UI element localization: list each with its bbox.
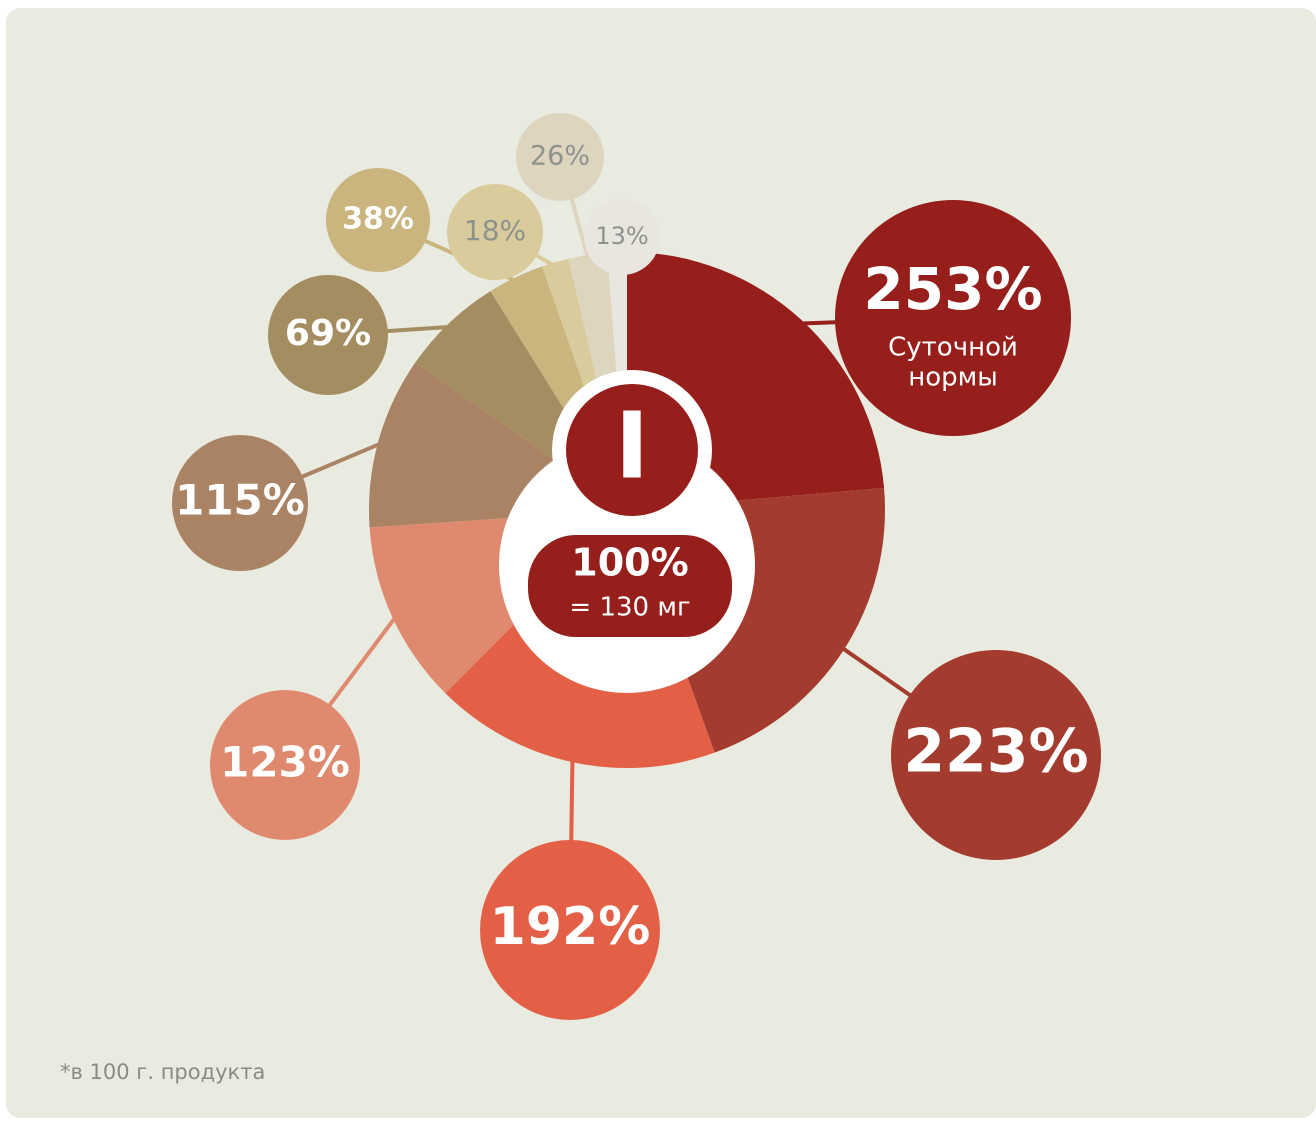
value-label: 26% [530,141,590,172]
reference-label: 100% [571,541,688,585]
value-label: 123% [220,738,350,787]
value-label: 38% [342,202,414,237]
bubble [835,200,1071,436]
value-label: 18% [464,214,526,247]
daily-norm-label: Суточной [888,333,1018,363]
reference-pill [528,535,732,637]
bubble [172,435,308,571]
value-label: 253% [863,255,1042,323]
bubble [268,275,388,395]
value-label: 192% [490,897,651,957]
reference-amount: = 130 мг [569,593,690,623]
daily-norm-label: нормы [908,363,998,393]
bubble [210,690,360,840]
value-label: 223% [903,717,1088,787]
footnote: *в 100 г. продукта [60,1060,265,1084]
bubble [584,199,660,275]
value-label: 69% [285,313,371,354]
element-symbol: I [615,392,649,499]
bubble [516,113,604,201]
bubble [891,650,1101,860]
value-label: 115% [175,476,305,525]
bubbles: 253% 223% 192% 123% 115% 69% 38% 18% 26% 13% Суточ… [172,113,1101,1020]
bubble [326,168,430,272]
value-label: 13% [595,222,648,250]
bubble [447,184,543,280]
element-badge [566,384,698,516]
bubble [480,840,660,1020]
